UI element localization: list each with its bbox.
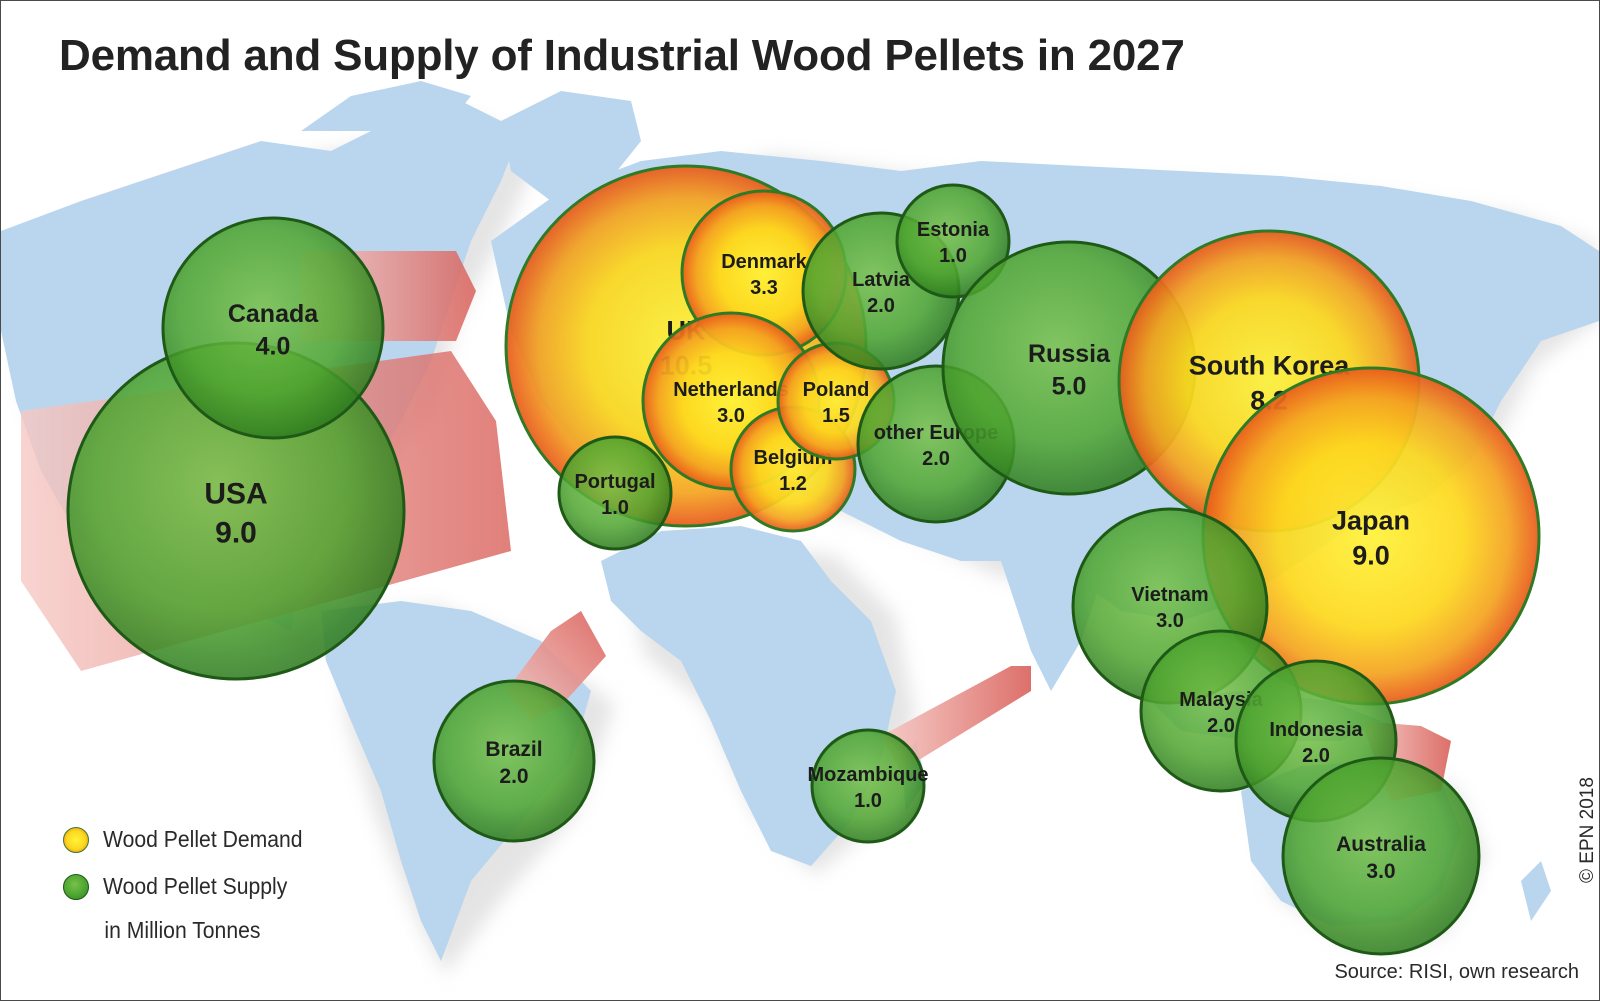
legend-item-demand: Wood Pellet Demand <box>63 816 320 863</box>
bubble-brazil: Brazil 2.0 <box>432 679 596 843</box>
bubble-mozambique-name: Mozambique <box>807 764 928 786</box>
bubble-vietnam-value: 3.0 <box>1156 610 1184 632</box>
bubble-brazil-value: 2.0 <box>499 765 528 788</box>
bubble-other-europe-value: 2.0 <box>922 448 950 470</box>
greenland-land <box>501 91 641 201</box>
supply-swatch-icon <box>63 873 89 900</box>
bubble-australia: Australia 3.0 <box>1281 756 1481 956</box>
arctic-islands-land <box>301 81 471 131</box>
bubble-belgium-value: 1.2 <box>779 473 807 495</box>
bubble-usa-name: USA <box>204 478 267 511</box>
bubble-indonesia-value: 2.0 <box>1302 745 1330 767</box>
bubble-mozambique-value: 1.0 <box>854 790 882 812</box>
bubble-vietnam-name: Vietnam <box>1131 584 1208 606</box>
bubble-australia-circle <box>1281 756 1481 956</box>
bubble-russia-value: 5.0 <box>1052 372 1087 400</box>
bubble-malaysia-name: Malaysia <box>1179 689 1263 711</box>
new-zealand-land <box>1521 861 1551 921</box>
legend-unit: in Million Tonnes <box>104 917 261 943</box>
copyright-notice: © EPN 2018 <box>1577 777 1598 883</box>
legend-label-supply: Wood Pellet Supply <box>103 873 288 899</box>
legend-label-demand: Wood Pellet Demand <box>103 826 303 852</box>
bubble-estonia-value: 1.0 <box>939 245 967 267</box>
bubble-mozambique-circle <box>810 728 926 844</box>
bubble-canada: Canada 4.0 <box>161 216 385 440</box>
bubble-canada-value: 4.0 <box>256 332 291 360</box>
bubble-canada-circle <box>161 216 385 440</box>
bubble-denmark-name: Denmark <box>721 251 807 273</box>
bubble-denmark-value: 3.3 <box>750 277 778 299</box>
bubble-estonia: Estonia 1.0 <box>895 183 1011 299</box>
bubble-layer: USA9.0Canada4.0UK10.5Denmark3.3Netherlan… <box>66 164 1541 956</box>
bubble-mozambique: Mozambique 1.0 <box>807 728 929 844</box>
bubble-poland-name: Poland <box>803 379 870 401</box>
bubble-latvia-value: 2.0 <box>867 295 895 317</box>
bubble-estonia-name: Estonia <box>917 219 990 241</box>
bubble-portugal: Portugal 1.0 <box>557 435 673 551</box>
legend: Wood Pellet Demand Wood Pellet Supply in… <box>63 816 320 950</box>
bubble-netherlands-name: Netherlands <box>673 379 789 401</box>
flow-arrow-mozambique-asia <box>881 666 1031 771</box>
bubble-canada-name: Canada <box>228 300 319 328</box>
bubble-japan-value: 9.0 <box>1352 540 1390 570</box>
source-note: Source: RISI, own research <box>1334 961 1579 983</box>
bubble-netherlands-value: 3.0 <box>717 405 745 427</box>
demand-swatch-icon <box>63 826 89 853</box>
bubble-portugal-value: 1.0 <box>601 497 629 519</box>
map-title: Demand and Supply of Industrial Wood Pel… <box>59 31 1185 80</box>
bubble-latvia-name: Latvia <box>852 269 911 291</box>
bubble-portugal-circle <box>557 435 673 551</box>
bubble-portugal-name: Portugal <box>574 471 655 493</box>
bubble-indonesia-name: Indonesia <box>1269 719 1363 741</box>
legend-item-supply: Wood Pellet Supply <box>63 863 320 910</box>
bubble-australia-value: 3.0 <box>1366 860 1395 883</box>
bubble-brazil-circle <box>432 679 596 843</box>
bubble-malaysia-value: 2.0 <box>1207 715 1235 737</box>
bubble-poland-value: 1.5 <box>822 405 850 427</box>
bubble-usa-value: 9.0 <box>215 517 257 550</box>
bubble-japan-name: Japan <box>1332 505 1410 535</box>
bubble-russia-name: Russia <box>1028 340 1111 368</box>
bubble-australia-name: Australia <box>1336 833 1426 856</box>
bubble-estonia-circle <box>895 183 1011 299</box>
bubble-brazil-name: Brazil <box>485 738 542 761</box>
